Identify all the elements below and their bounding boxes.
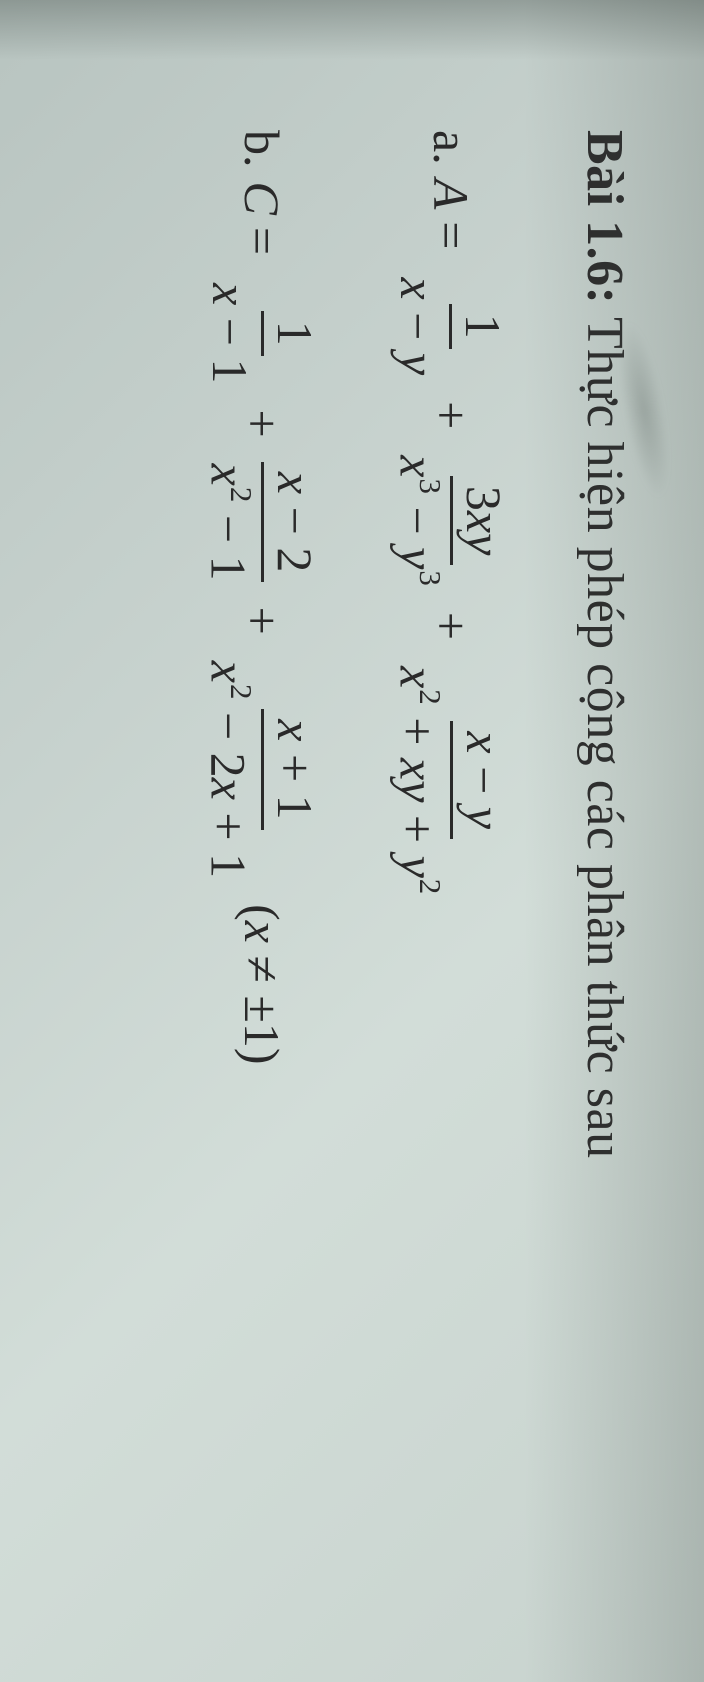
item-b-label: b. [237, 130, 287, 168]
a-frac-2: 3xy x3 − y3 [386, 445, 515, 596]
b-condition: (x ≠ ±1) [237, 904, 287, 1064]
b-frac-1-num: 1 [261, 311, 326, 356]
b-frac-1-den: x − 1 [199, 273, 261, 393]
a-frac-3-num: x − y [450, 721, 515, 839]
a-frac-1: 1 x − y [387, 267, 514, 385]
a-frac-2-num: 3xy [450, 476, 515, 565]
b-frac-2-num: x − 2 [261, 462, 326, 582]
item-a-lhs: A [426, 179, 476, 210]
equals-sign: = [426, 221, 476, 249]
b-frac-3-num: x + 1 [261, 709, 326, 829]
a-frac-2-den: x3 − y3 [386, 445, 450, 596]
b-frac-3: x + 1 x2 − 2x + 1 [198, 651, 327, 888]
a-frac-1-num: 1 [449, 304, 514, 349]
item-b: b. C = 1 x − 1 + x − 2 x2 − 1 + x + 1 x2… [198, 130, 327, 1602]
b-frac-2: x − 2 x2 − 1 [198, 454, 327, 591]
a-frac-1-den: x − y [387, 267, 449, 385]
b-frac-3-den: x2 − 2x + 1 [198, 651, 262, 888]
title-number: Bài 1.6: [576, 130, 633, 304]
exercise-title: Bài 1.6: Thực hiện phép cộng các phân th… [575, 130, 634, 1602]
plus-sign: + [426, 612, 476, 640]
plus-sign: + [237, 409, 287, 437]
item-a-label: a. [426, 130, 476, 165]
a-frac-3-den: x2 + xy + y2 [386, 656, 450, 904]
paper-shadow-left [0, 0, 704, 60]
b-frac-2-den: x2 − 1 [198, 454, 262, 591]
plus-sign: + [237, 607, 287, 635]
b-frac-1: 1 x − 1 [199, 273, 326, 393]
exercise-page: Bài 1.6: Thực hiện phép cộng các phân th… [0, 0, 704, 1682]
item-b-lhs: C [237, 182, 287, 215]
plus-sign: + [426, 401, 476, 429]
title-text: Thực hiện phép cộng các phân thức sau [576, 304, 633, 1158]
item-a: a. A = 1 x − y + 3xy x3 − y3 + x − y x2 … [386, 130, 515, 1602]
equals-sign: = [237, 227, 287, 255]
a-frac-3: x − y x2 + xy + y2 [386, 656, 515, 904]
